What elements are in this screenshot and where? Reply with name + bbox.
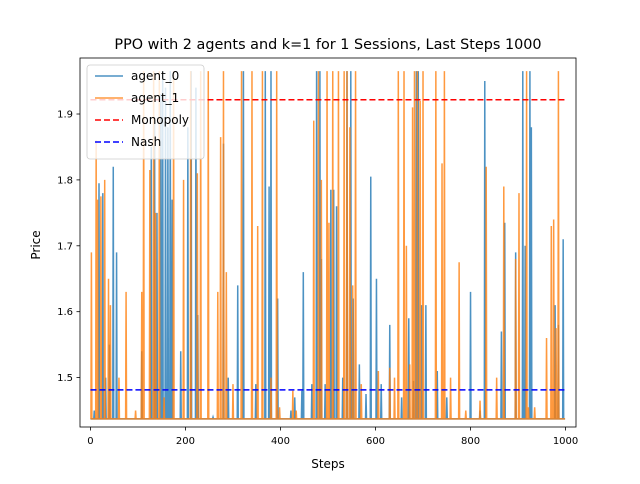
legend-label: agent_0 bbox=[131, 69, 179, 83]
axes bbox=[79, 57, 577, 428]
y-tick-label: 1.8 bbox=[57, 175, 73, 186]
legend-box bbox=[86, 64, 205, 160]
x-tick-label: 400 bbox=[271, 436, 290, 447]
y-tick-label: 1.6 bbox=[57, 307, 73, 318]
legend: agent_0 agent_1 Monopoly Nash bbox=[86, 64, 205, 160]
legend-label: agent_1 bbox=[131, 91, 179, 105]
x-tick-label: 1000 bbox=[553, 436, 578, 447]
y-tick-label: 1.7 bbox=[57, 241, 73, 252]
y-tick-label: 1.5 bbox=[57, 373, 73, 384]
x-tick-label: 0 bbox=[87, 436, 93, 447]
legend-label: Nash bbox=[131, 135, 161, 149]
legend-label: Monopoly bbox=[131, 113, 189, 127]
x-axis-label: Steps bbox=[311, 457, 345, 471]
ticks: 0 200 400 600 800 1000 1.5 1.6 1.7 1.8 1.9 bbox=[57, 110, 578, 447]
axes-frame bbox=[79, 57, 577, 428]
x-tick-label: 200 bbox=[176, 436, 195, 447]
y-axis-label: Price bbox=[29, 230, 43, 259]
x-tick-label: 600 bbox=[366, 436, 385, 447]
x-tick-label: 800 bbox=[461, 436, 480, 447]
chart-title: PPO with 2 agents and k=1 for 1 Sessions… bbox=[114, 37, 541, 53]
y-tick-label: 1.9 bbox=[57, 110, 73, 121]
